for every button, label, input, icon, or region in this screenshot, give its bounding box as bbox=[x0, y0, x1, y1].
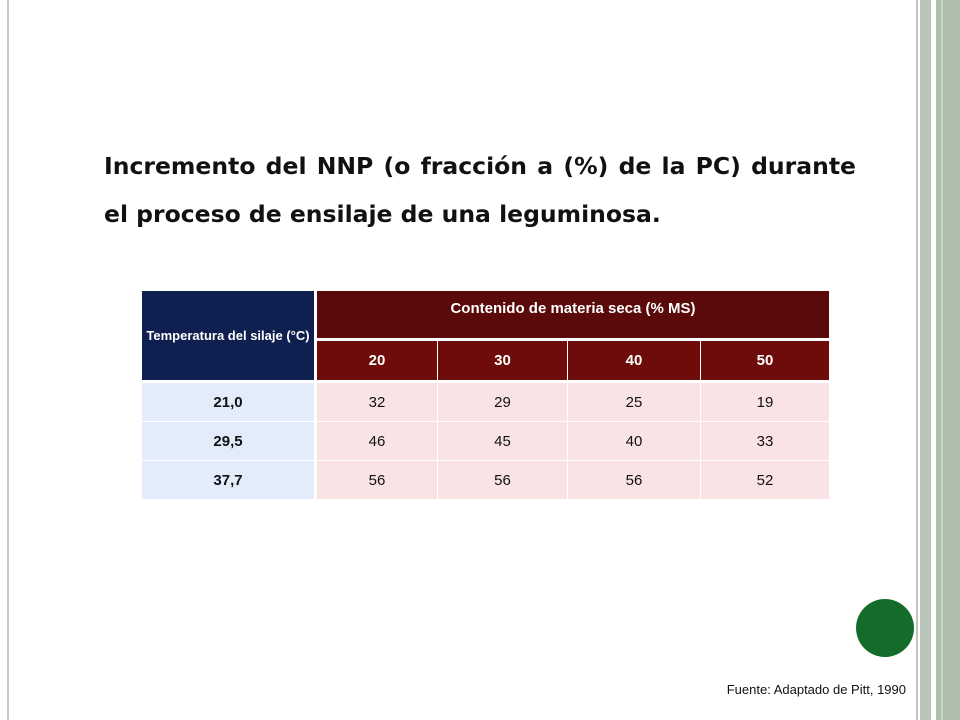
table-cell: 56 bbox=[317, 461, 438, 500]
right-border-gap bbox=[931, 0, 936, 720]
column-header: 30 bbox=[438, 341, 568, 383]
temperature-header: Temperatura del silaje (°C) bbox=[142, 291, 317, 383]
table-cell: 40 bbox=[568, 422, 701, 461]
table-row: 21,0 32 29 25 19 bbox=[142, 383, 829, 422]
table-cell: 56 bbox=[568, 461, 701, 500]
row-temperature: 29,5 bbox=[142, 422, 317, 461]
table-header-row: Temperatura del silaje (°C) Contenido de… bbox=[142, 291, 829, 383]
table-cell: 29 bbox=[438, 383, 568, 422]
table-row: 29,5 46 45 40 33 bbox=[142, 422, 829, 461]
row-temperature: 37,7 bbox=[142, 461, 317, 500]
column-header: 20 bbox=[317, 341, 438, 383]
column-header: 40 bbox=[568, 341, 701, 383]
row-temperature: 21,0 bbox=[142, 383, 317, 422]
table-cell: 56 bbox=[438, 461, 568, 500]
source-citation: Fuente: Adaptado de Pitt, 1990 bbox=[726, 682, 906, 697]
data-table: Temperatura del silaje (°C) Contenido de… bbox=[142, 291, 829, 500]
table-cell: 45 bbox=[438, 422, 568, 461]
table-cell: 52 bbox=[701, 461, 829, 500]
right-border-band-outer bbox=[936, 0, 960, 720]
right-border-inner-line bbox=[941, 0, 943, 720]
table-cell: 33 bbox=[701, 422, 829, 461]
table-cell: 19 bbox=[701, 383, 829, 422]
table-row: 37,7 56 56 56 52 bbox=[142, 461, 829, 500]
right-border-line bbox=[916, 0, 918, 720]
table-cell: 25 bbox=[568, 383, 701, 422]
table-cell: 32 bbox=[317, 383, 438, 422]
left-border-line bbox=[7, 0, 9, 720]
table-cell: 46 bbox=[317, 422, 438, 461]
green-circle-decoration bbox=[856, 599, 914, 657]
column-header: 50 bbox=[701, 341, 829, 383]
slide-title: Incremento del NNP (o fracción a (%) de … bbox=[104, 152, 856, 228]
dry-matter-header: Contenido de materia seca (% MS) bbox=[317, 291, 829, 341]
column-header-row: 20 30 40 50 bbox=[142, 341, 829, 383]
right-border-band bbox=[920, 0, 931, 720]
